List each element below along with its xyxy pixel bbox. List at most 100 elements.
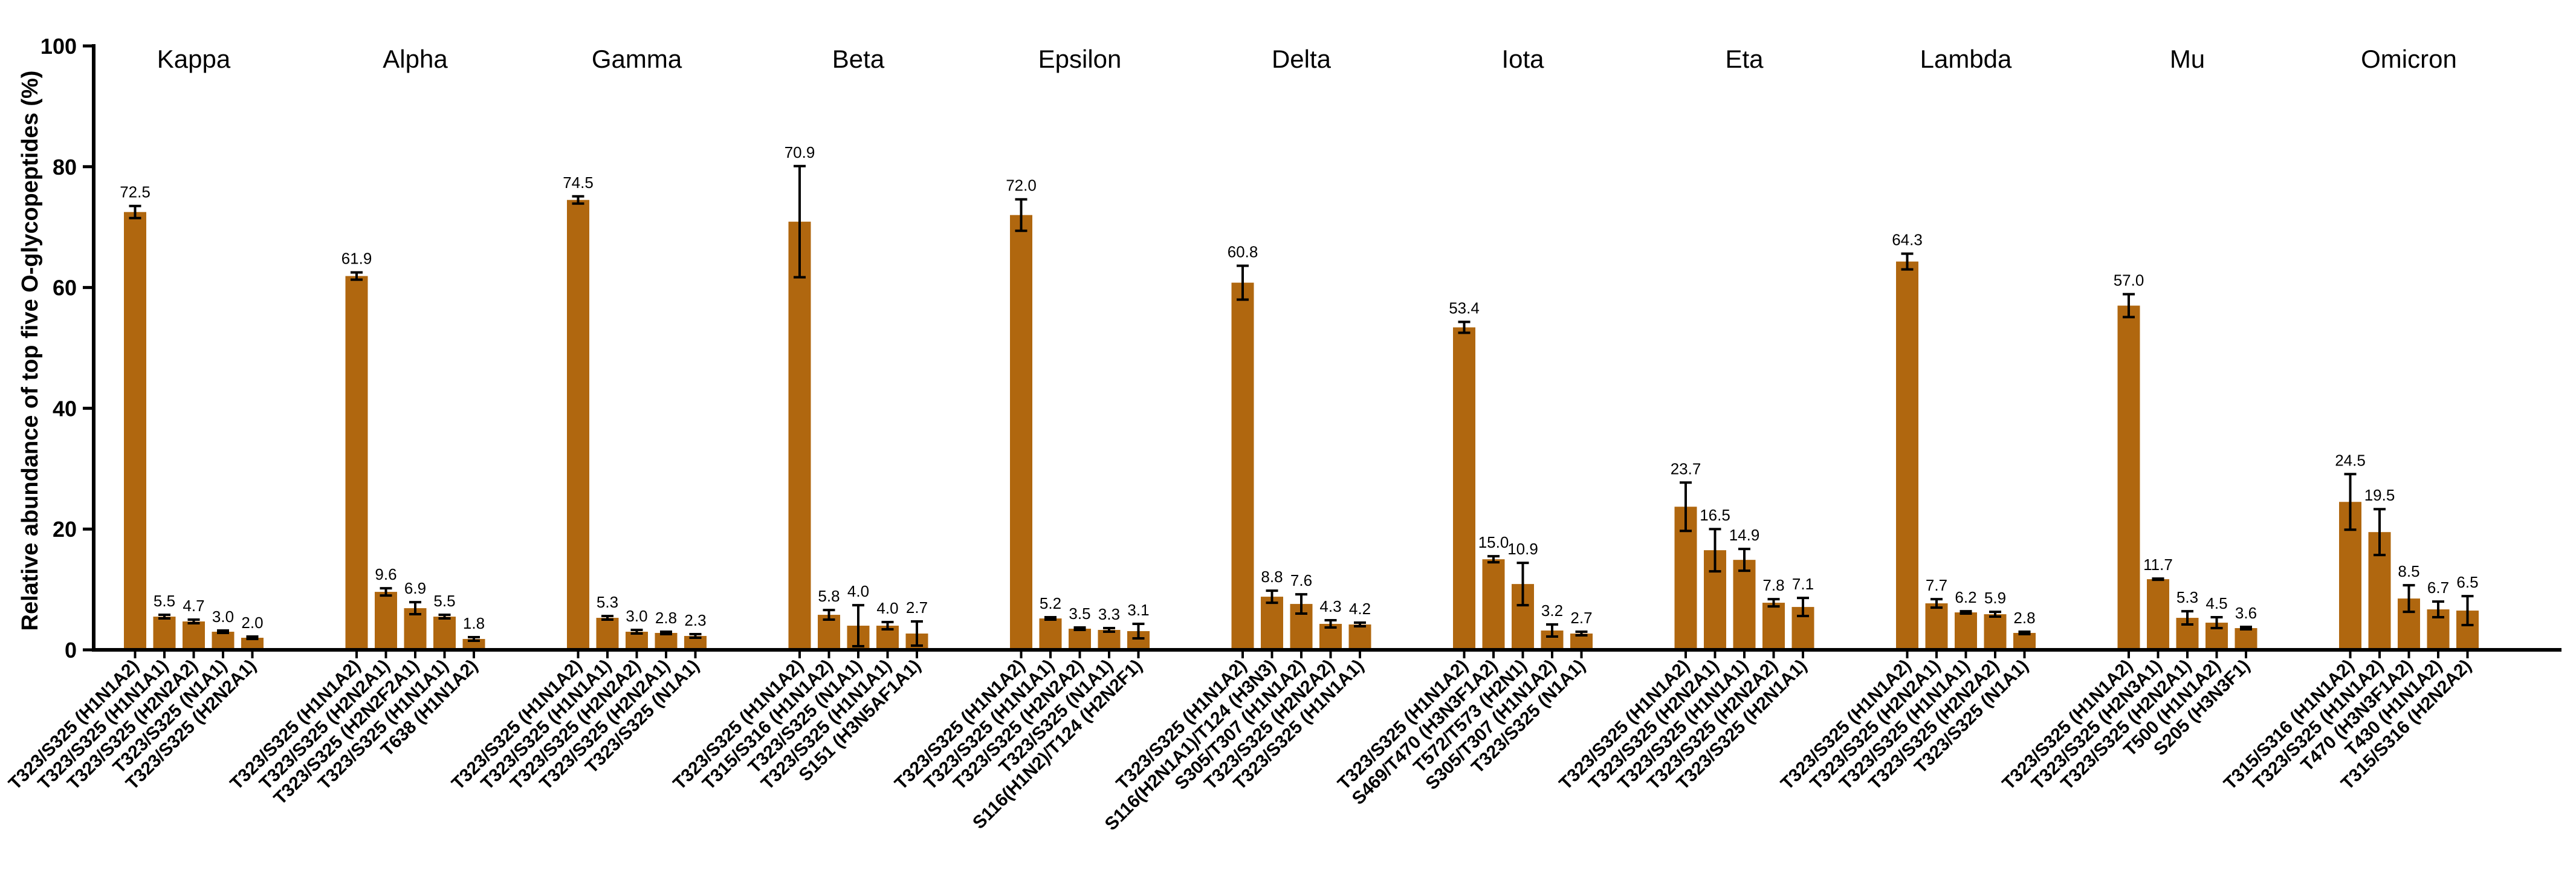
data-label: 5.5: [433, 592, 455, 610]
data-label: 3.0: [212, 608, 234, 626]
y-ticks-layer: 0 20 40 60 80 100: [40, 34, 94, 663]
value-labels-layer: 72.5 5.5 4.7 3.0 2.0 61.9 9.6 6.9 5.5 1.8 74.5 5.3 3…: [120, 143, 2478, 632]
data-label: 3.1: [1127, 601, 1149, 619]
data-label: 7.7: [1926, 576, 1947, 594]
data-label: 23.7: [1671, 459, 1701, 478]
data-label: 3.2: [1541, 601, 1563, 620]
data-label: 10.9: [1507, 540, 1538, 558]
data-label: 4.5: [2205, 594, 2227, 612]
bar: [567, 199, 589, 650]
data-label: 4.7: [183, 597, 204, 615]
bar: [241, 638, 264, 650]
group-label: Gamma: [592, 45, 682, 73]
data-label: 6.9: [404, 579, 426, 597]
bar: [2117, 305, 2140, 650]
bar: [1733, 560, 1756, 650]
data-label: 4.3: [1319, 597, 1341, 615]
bar: [1955, 612, 1977, 650]
group-label: Iota: [1501, 45, 1544, 73]
bar: [1348, 624, 1371, 650]
y-tick-label: 40: [53, 396, 77, 421]
y-axis-title: Relative abundance of top five O-glycope…: [18, 71, 43, 631]
data-label: 64.3: [1892, 231, 1923, 249]
group-label: Mu: [2170, 45, 2205, 73]
data-label: 3.0: [626, 607, 647, 625]
group-label: Delta: [1272, 45, 1332, 73]
data-label: 4.2: [1349, 600, 1371, 618]
bar: [1069, 629, 1091, 650]
bar: [1098, 630, 1121, 650]
bar: [1762, 603, 1785, 650]
data-label: 2.8: [2013, 609, 2035, 627]
data-label: 3.6: [2235, 604, 2257, 622]
data-label: 61.9: [341, 250, 372, 268]
x-ticks-layer: T323/S325 (H1N1A2)T323/S325 (H1N1A1)T323…: [5, 650, 2475, 834]
data-label: 7.1: [1792, 575, 1814, 593]
y-tick-label: 80: [53, 155, 77, 180]
bar: [433, 617, 456, 650]
bar: [2147, 579, 2169, 650]
data-label: 5.8: [818, 587, 840, 605]
data-label: 4.0: [876, 599, 898, 617]
data-label: 2.0: [241, 614, 263, 632]
y-tick-label: 60: [53, 276, 77, 300]
group-label: Omicron: [2361, 45, 2457, 73]
bar: [1453, 327, 1475, 650]
data-label: 7.6: [1290, 571, 1312, 589]
data-label: 1.8: [463, 614, 485, 632]
data-label: 74.5: [563, 173, 594, 192]
data-label: 11.7: [2143, 556, 2173, 574]
data-label: 53.4: [1449, 299, 1480, 317]
group-label: Eta: [1725, 45, 1764, 73]
bar: [1984, 614, 2007, 650]
data-label: 5.2: [1040, 594, 1061, 612]
data-label: 57.0: [2114, 271, 2144, 290]
data-label: 6.5: [2456, 573, 2478, 591]
bar: [1010, 215, 1032, 650]
data-label: 3.5: [1069, 605, 1090, 623]
group-label: Epsilon: [1038, 45, 1122, 73]
data-label: 2.7: [906, 598, 928, 617]
bar: [788, 221, 811, 650]
y-tick-label: 0: [65, 638, 77, 663]
y-tick-label: 100: [40, 34, 77, 59]
data-label: 7.8: [1762, 576, 1784, 594]
bar: [153, 617, 176, 650]
data-label: 2.7: [1570, 609, 1592, 627]
bar: [345, 276, 368, 650]
data-label: 4.0: [847, 582, 869, 600]
data-label: 8.5: [2398, 562, 2419, 580]
data-label: 9.6: [375, 565, 396, 583]
data-label: 5.3: [2176, 588, 2198, 606]
data-label: 72.0: [1006, 177, 1037, 195]
data-label: 6.7: [2427, 579, 2449, 597]
y-tick-label: 20: [53, 517, 77, 542]
data-label: 16.5: [1700, 506, 1730, 524]
data-label: 6.2: [1955, 588, 1976, 606]
data-label: 60.8: [1228, 243, 1258, 261]
bar: [1231, 282, 1254, 650]
data-label: 70.9: [785, 143, 815, 161]
data-label: 8.8: [1261, 568, 1283, 586]
data-label: 15.0: [1478, 533, 1509, 551]
bar: [124, 212, 146, 650]
group-label: Alpha: [383, 45, 448, 73]
bar: [1482, 559, 1505, 650]
bar: [1039, 618, 1062, 650]
bar: [2235, 628, 2257, 650]
bar: [375, 592, 397, 650]
group-label: Beta: [832, 45, 885, 73]
data-label: 72.5: [120, 183, 150, 201]
bar: [596, 618, 619, 650]
axes-layer: [92, 44, 2561, 652]
bar: [655, 633, 678, 650]
bar: [1925, 603, 1948, 650]
data-label: 5.9: [1984, 589, 2006, 607]
bar: [212, 632, 235, 650]
data-label: 3.3: [1098, 605, 1120, 623]
error-bars-layer: [129, 164, 2474, 648]
data-label: 5.5: [154, 592, 175, 610]
data-label: 19.5: [2364, 486, 2395, 504]
